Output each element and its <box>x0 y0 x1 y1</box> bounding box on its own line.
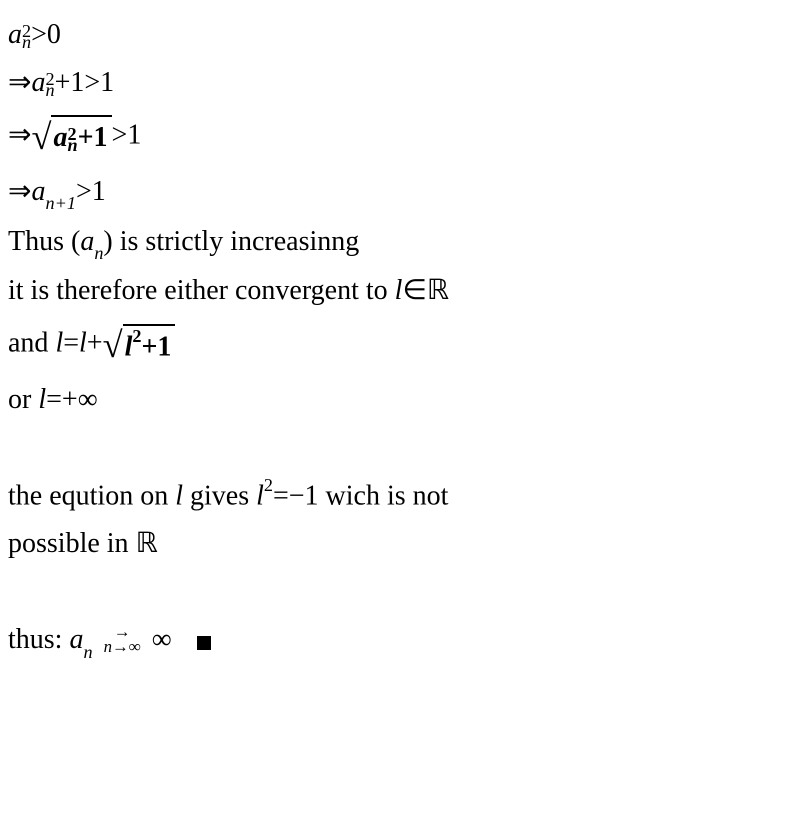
sub-n-11: n <box>83 642 92 662</box>
var-a-5: a <box>80 226 94 257</box>
implies-2: ⇒ <box>8 120 31 151</box>
and-pre: and <box>8 328 55 359</box>
limit-arrow: → n→∞ <box>104 624 141 654</box>
sup-2-9: 2 <box>264 475 273 495</box>
var-a-2: a <box>31 67 45 98</box>
sqrt-a: a <box>53 122 67 153</box>
line-4: ⇒an+1>1 <box>8 171 792 215</box>
line-8: or l=+∞ <box>8 379 792 421</box>
line-9: the eqution on l gives l2=−1 wich is not <box>8 475 792 517</box>
equation-pre: the eqution on <box>8 480 175 511</box>
sqrt-sign-2: √ <box>103 325 123 365</box>
sqrt-body-1: a2n+1 <box>51 115 111 159</box>
line-7: and l=l+√l2+1 <box>8 318 792 373</box>
sqrt-l-sup: 2 <box>132 326 141 346</box>
eq-7: = <box>63 328 79 359</box>
conv-text: it is therefore either convergent to <box>8 275 395 306</box>
sqrt-sign-1: √ <box>31 117 51 157</box>
thus-post: ) is strictly increasinng <box>103 226 359 257</box>
gt-one-1: >1 <box>112 120 142 151</box>
line-5: Thus (an) is strictly increasinng <box>8 221 792 265</box>
var-a-4: a <box>31 176 45 207</box>
plus-7: + <box>87 328 103 359</box>
sqrt-plus-one-2: +1 <box>141 331 171 362</box>
element-of: ∈ <box>402 275 426 306</box>
arrow-bot: n→∞ <box>104 639 141 654</box>
var-l-7b: l <box>79 328 87 359</box>
blank-line-2 <box>8 571 792 613</box>
var-l-9a: l <box>175 480 183 511</box>
or-pre: or <box>8 384 38 415</box>
subsup-n2-3: 2n <box>67 125 77 154</box>
var-a-11: a <box>69 624 83 655</box>
gives-text: gives <box>183 480 256 511</box>
var-l-9b: l <box>256 480 264 511</box>
line-3: ⇒√a2n+1>1 <box>8 110 792 165</box>
subsup-n2: 2n <box>22 22 31 51</box>
line-1: a2n>0 <box>8 14 792 56</box>
line-6: it is therefore either convergent to l∈ℝ <box>8 270 792 312</box>
subsup-n2-2: 2n <box>45 70 54 99</box>
var-a: a <box>8 19 22 50</box>
set-R-1: ℝ <box>427 275 449 306</box>
eq-neg1: =−1 wich is not <box>273 480 448 511</box>
blank-line <box>8 427 792 469</box>
implies-3: ⇒ <box>8 176 31 207</box>
line-2: ⇒a2n+1>1 <box>8 62 792 104</box>
sqrt-body-2: l2+1 <box>123 324 176 368</box>
qed-box <box>197 636 211 650</box>
sub-nplus1: n+1 <box>45 193 75 213</box>
plus-one-gt-one: +1>1 <box>55 67 115 98</box>
thus-pre: Thus ( <box>8 226 80 257</box>
sub-n-5: n <box>94 243 103 263</box>
gt-zero: >0 <box>31 19 61 50</box>
gt-one-2: >1 <box>76 176 106 207</box>
thus-final-pre: thus: <box>8 624 69 655</box>
line-10: possible in ℝ <box>8 523 792 565</box>
implies-1: ⇒ <box>8 67 31 98</box>
set-R-2: ℝ <box>136 528 158 559</box>
eq-inf: =+∞ <box>46 384 98 415</box>
sqrt-plus-one: +1 <box>78 122 108 153</box>
line-11: thus: an → n→∞ ∞ <box>8 619 792 663</box>
possible-text: possible in <box>8 528 136 559</box>
infinity: ∞ <box>152 624 172 655</box>
var-l-8: l <box>38 384 46 415</box>
